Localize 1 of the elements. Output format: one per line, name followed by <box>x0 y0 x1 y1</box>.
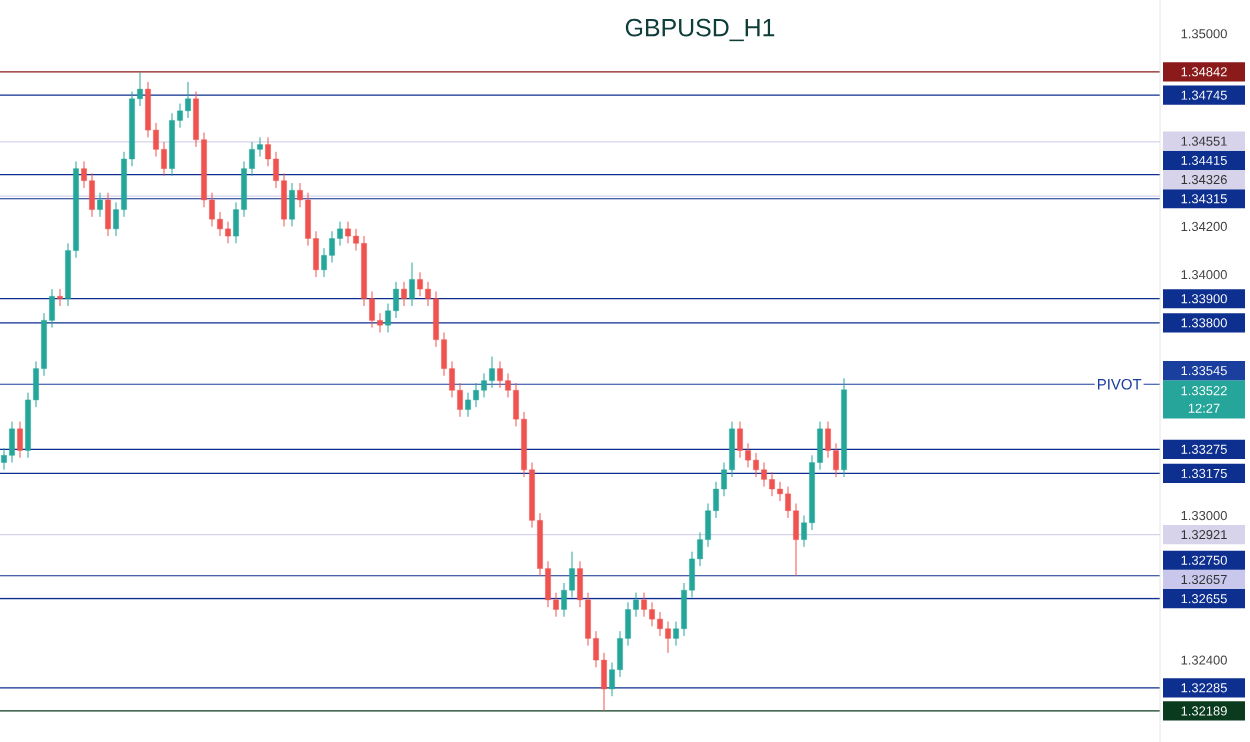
text: GBPUSD_H1 <box>625 18 775 42</box>
